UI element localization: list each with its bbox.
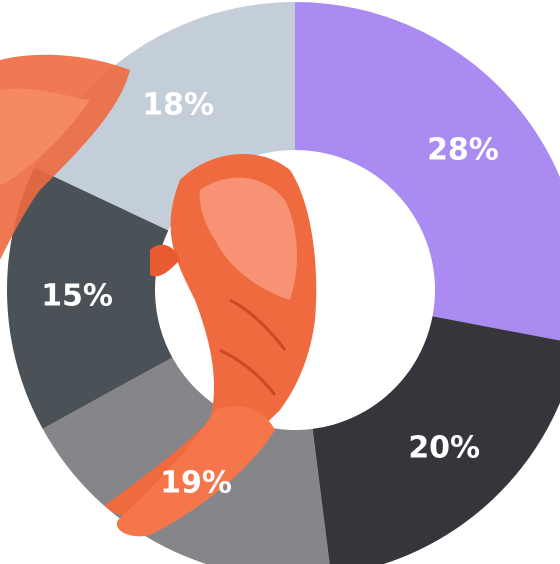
- donut-segment: [7, 167, 173, 429]
- shrimp-image: [0, 54, 317, 537]
- segment-label: 19%: [160, 466, 232, 501]
- segment-label: 28%: [427, 133, 499, 168]
- donut-segment: [312, 316, 560, 564]
- donut-segment: [34, 1, 295, 231]
- segment-label: 18%: [142, 87, 214, 122]
- donut-segment: [295, 2, 560, 341]
- segment-label: 15%: [41, 278, 113, 313]
- labels: 28% 20% 19% 15% 18%: [41, 87, 499, 500]
- segment-label: 20%: [408, 430, 480, 465]
